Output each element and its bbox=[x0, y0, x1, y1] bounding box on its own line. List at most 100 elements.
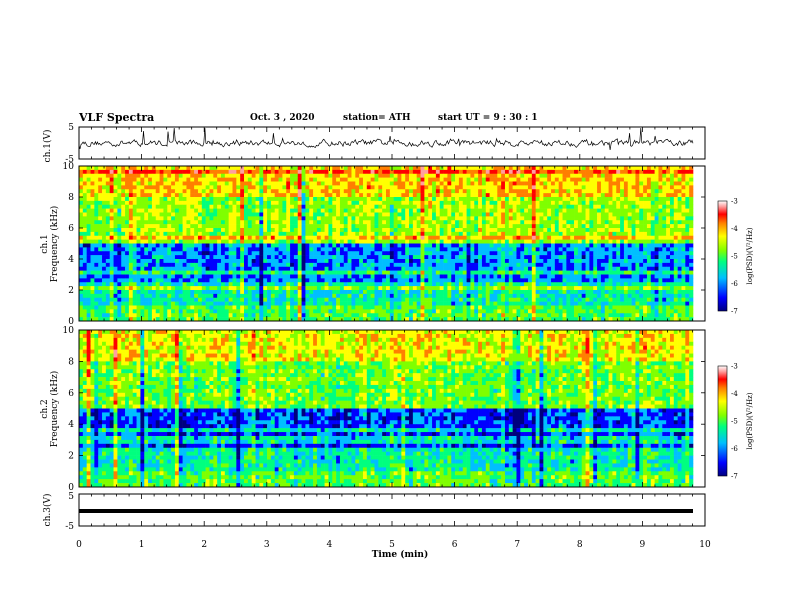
spectrogram-cell bbox=[251, 173, 256, 178]
spectrogram-cell bbox=[278, 216, 283, 221]
spectrogram-cell bbox=[470, 169, 475, 175]
spectrogram-cell bbox=[481, 208, 487, 213]
spectrogram-cell bbox=[589, 216, 594, 221]
spectrogram-cell bbox=[347, 220, 352, 225]
spectrogram-cell bbox=[631, 208, 636, 213]
spectrogram-cell bbox=[485, 185, 490, 190]
spectrogram-cell bbox=[416, 235, 421, 240]
spectrogram-cell bbox=[167, 220, 172, 225]
spectrogram-cell bbox=[435, 262, 441, 268]
spectrogram-cell bbox=[382, 266, 387, 271]
spectrogram-cell bbox=[121, 270, 126, 275]
spectrogram-cell bbox=[370, 224, 375, 229]
spectrogram-cell bbox=[604, 235, 609, 240]
spectrogram-cell bbox=[397, 247, 402, 252]
spectrogram-cell bbox=[328, 224, 333, 229]
spectrogram-cell bbox=[167, 228, 172, 233]
spectrogram-cell bbox=[178, 243, 183, 248]
spectrogram-cell bbox=[470, 278, 475, 283]
spectrogram-cell bbox=[197, 177, 203, 182]
spectrogram-cell bbox=[132, 224, 137, 229]
spectrogram-cell bbox=[220, 173, 226, 178]
spectrogram-cell bbox=[420, 166, 425, 171]
spectrogram-cell bbox=[435, 197, 441, 202]
spectrogram-cell bbox=[197, 204, 203, 209]
spectrogram-cell bbox=[320, 274, 325, 279]
spectrogram-cell bbox=[547, 220, 552, 225]
spectrogram-cell bbox=[485, 193, 490, 198]
spectrogram-cell bbox=[293, 247, 299, 252]
spectrogram-cell bbox=[155, 173, 160, 178]
spectrogram-cell bbox=[435, 266, 441, 271]
spectrogram-cell bbox=[359, 239, 364, 244]
spectrogram-cell bbox=[504, 197, 510, 202]
spectrogram-cell bbox=[117, 212, 122, 217]
spectrogram-cell bbox=[220, 200, 226, 206]
spectrogram-cell bbox=[485, 177, 490, 182]
spectrogram-cell bbox=[478, 208, 483, 213]
spectrogram-cell bbox=[685, 204, 690, 209]
spectrogram-cell bbox=[616, 181, 621, 186]
spectrogram-cell bbox=[117, 278, 122, 283]
spectrogram-cell bbox=[447, 189, 452, 194]
spectrogram-cell bbox=[581, 181, 586, 186]
spectrogram-cell bbox=[600, 166, 606, 171]
spectrogram-cell bbox=[224, 197, 229, 202]
spectrogram-cell bbox=[420, 181, 425, 186]
spectrogram-cell bbox=[336, 200, 341, 206]
spectrogram-cell bbox=[98, 251, 103, 256]
spectrogram-cell bbox=[140, 255, 145, 260]
spectrogram-cell bbox=[524, 208, 529, 213]
spectrogram-cell bbox=[474, 185, 479, 190]
spectrogram-cell bbox=[190, 181, 195, 186]
spectrogram-cell bbox=[589, 204, 594, 209]
spectrogram-cell bbox=[255, 189, 260, 194]
spectrogram-cell bbox=[501, 224, 506, 229]
spectrogram-cell bbox=[159, 278, 164, 283]
spectrogram-cell bbox=[401, 274, 406, 279]
spectrogram-cell bbox=[82, 266, 87, 271]
spectrogram-cell bbox=[543, 208, 548, 213]
spectrogram-cell bbox=[627, 266, 632, 271]
spectrogram-cell bbox=[313, 255, 318, 260]
spectrogram-cell bbox=[194, 166, 199, 171]
spectrogram-cell bbox=[224, 259, 229, 264]
spectrogram-cell bbox=[232, 185, 237, 190]
spectrogram-cell bbox=[251, 255, 256, 260]
spectrogram-cell bbox=[102, 282, 107, 287]
spectrogram-cell bbox=[662, 247, 667, 252]
spectrogram-cell bbox=[98, 274, 103, 279]
spectrogram-cell bbox=[643, 255, 648, 260]
spectrogram-cell bbox=[489, 166, 494, 171]
spectrogram-cell bbox=[290, 200, 295, 206]
spectrogram-cell bbox=[620, 266, 625, 271]
spectrogram-cell bbox=[562, 200, 567, 206]
spectrogram-cell bbox=[455, 185, 460, 190]
spectrogram-cell bbox=[309, 197, 314, 202]
spectrogram-cell bbox=[669, 216, 675, 221]
spectrogram-cell bbox=[105, 282, 110, 287]
spectrogram-cell bbox=[405, 197, 410, 202]
spectrogram-cell bbox=[420, 204, 425, 209]
spectrogram-cell bbox=[163, 239, 168, 244]
spectrogram-cell bbox=[493, 185, 498, 190]
spectrogram-cell bbox=[635, 278, 640, 283]
spectrogram-cell bbox=[481, 282, 487, 287]
spectrogram-cell bbox=[612, 200, 617, 206]
spectrogram-cell bbox=[109, 251, 114, 256]
spectrogram-cell bbox=[347, 274, 352, 279]
spectrogram-cell bbox=[82, 204, 87, 209]
spectrogram-cell bbox=[336, 266, 341, 271]
spectrogram-cell bbox=[535, 231, 540, 237]
spectrogram-cell bbox=[608, 204, 613, 209]
spectrogram-cell bbox=[497, 181, 502, 186]
spectrogram-cell bbox=[393, 193, 398, 198]
spectrogram-cell bbox=[508, 274, 513, 279]
spectrogram-cell bbox=[378, 189, 383, 194]
spectrogram-cell bbox=[332, 228, 337, 233]
spectrogram-cell bbox=[332, 239, 337, 244]
spectrogram-cell bbox=[90, 270, 95, 275]
spectrogram-cell bbox=[205, 251, 210, 256]
spectrogram-cell bbox=[397, 173, 402, 178]
spectrogram-cell bbox=[447, 251, 452, 256]
